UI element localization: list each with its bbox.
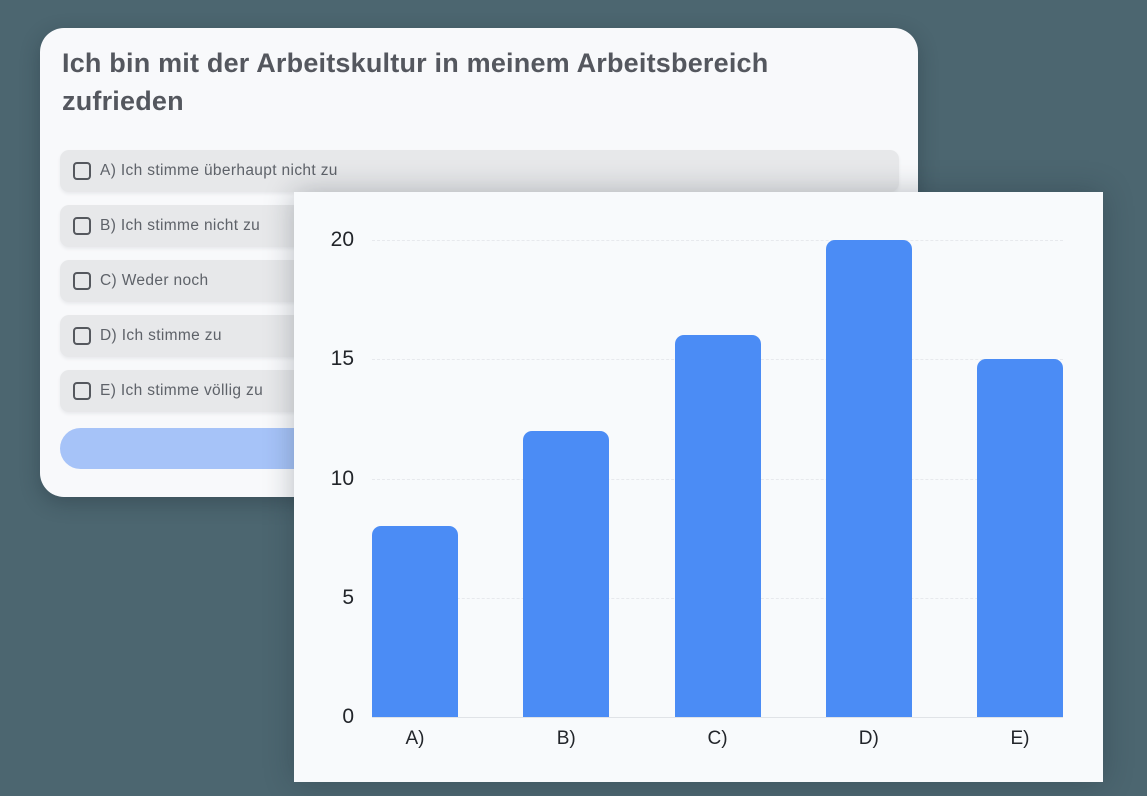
bar: [825, 240, 912, 717]
option-label: D) Ich stimme zu: [100, 327, 222, 344]
y-axis-tick-label: 0: [342, 705, 354, 728]
y-axis-tick-label: 20: [330, 228, 354, 251]
option-row[interactable]: A) Ich stimme überhaupt nicht zu: [60, 150, 899, 192]
checkbox-icon[interactable]: [73, 272, 91, 290]
option-label: E) Ich stimme völlig zu: [100, 382, 264, 399]
x-axis-line: [372, 717, 1063, 718]
bar: [674, 335, 761, 717]
question-title: Ich bin mit der Arbeitskultur in meinem …: [62, 48, 769, 117]
x-axis-tick-label: B): [556, 728, 576, 749]
x-axis-tick-label: D): [858, 728, 879, 749]
option-label: A) Ich stimme überhaupt nicht zu: [100, 162, 338, 179]
y-axis-tick-label: 10: [330, 466, 354, 490]
checkbox-icon[interactable]: [73, 327, 91, 345]
y-axis-tick-label: 15: [330, 347, 354, 371]
x-axis-tick-label: A): [405, 728, 425, 749]
x-axis-tick-label: C): [707, 728, 728, 749]
bar: [977, 359, 1063, 717]
x-axis-tick-label: E): [1010, 728, 1030, 749]
y-axis-tick-label: 5: [342, 585, 354, 609]
chart-panel: 0 5 10 15 20 A) B) C) D) E): [294, 192, 1103, 782]
gridline: [372, 240, 1063, 241]
checkbox-icon[interactable]: [73, 217, 91, 235]
option-label: C) Weder noch: [100, 272, 209, 289]
checkbox-icon[interactable]: [73, 382, 91, 400]
option-label: B) Ich stimme nicht zu: [100, 217, 261, 234]
bar: [523, 430, 610, 717]
bar: [372, 526, 458, 717]
checkbox-icon[interactable]: [73, 162, 91, 180]
